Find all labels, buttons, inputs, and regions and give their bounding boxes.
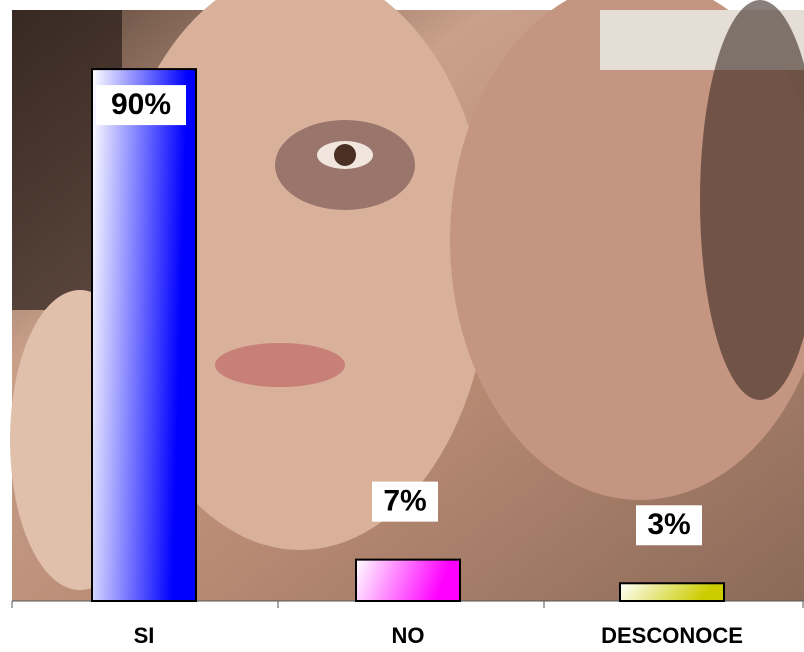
bar [91, 68, 197, 603]
value-label: 3% [647, 508, 690, 541]
value-label: 7% [383, 485, 426, 518]
x-tick-label: NO [392, 623, 425, 648]
x-tick-label: SI [134, 623, 155, 648]
value-label-box [96, 85, 186, 126]
value-label-box [372, 481, 438, 522]
value-label: 90% [111, 88, 171, 121]
bar [619, 582, 725, 603]
x-axis [11, 600, 804, 608]
bar [355, 558, 461, 603]
value-label-box [636, 505, 702, 546]
x-tick-label: DESCONOCE [601, 623, 743, 648]
